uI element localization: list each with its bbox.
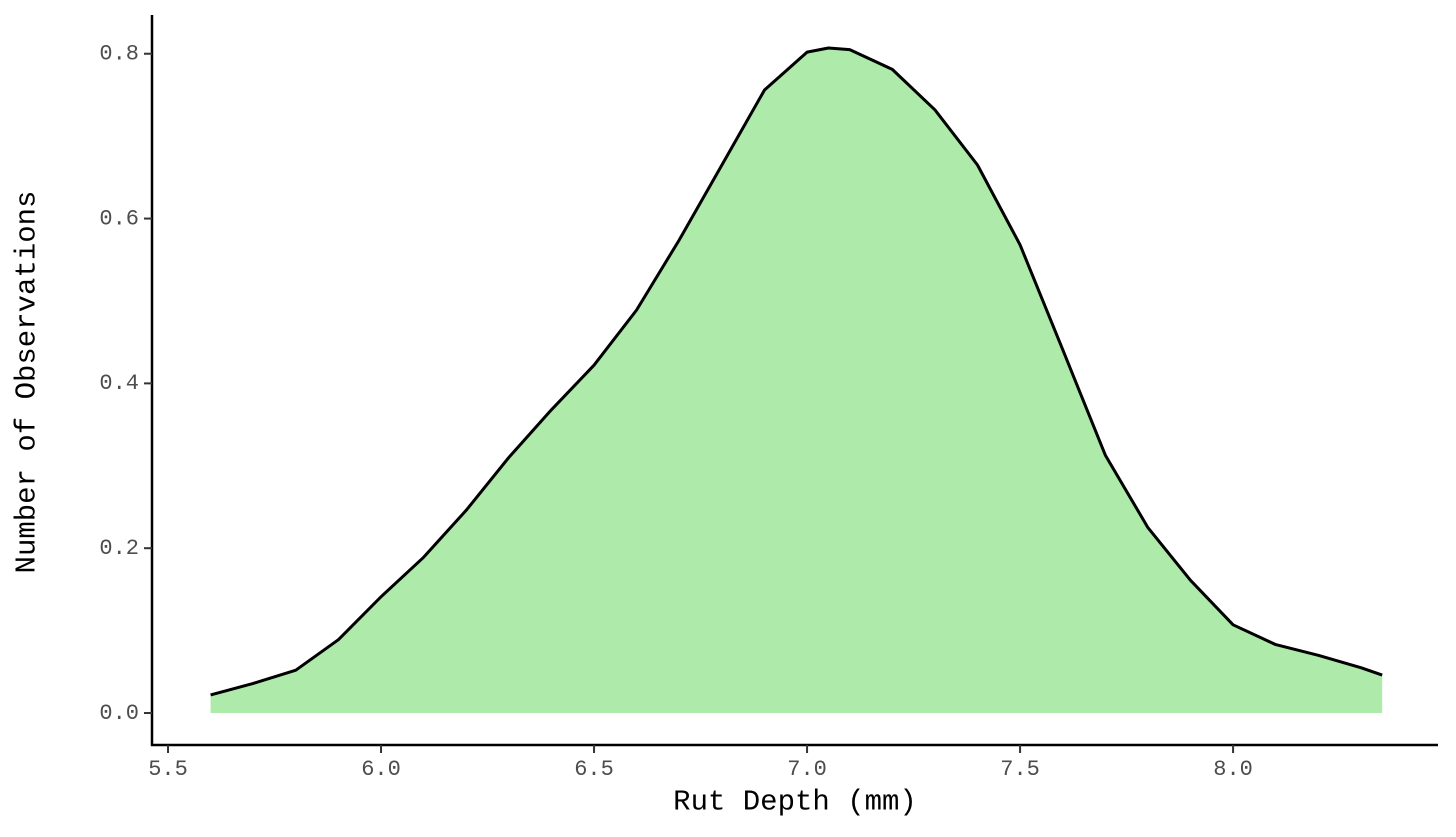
- y-tick-label: 0.4: [99, 371, 139, 396]
- density-line: [210, 46, 1383, 697]
- y-tick-label: 0.6: [99, 206, 139, 231]
- x-tick-label: 7.5: [1000, 757, 1040, 782]
- density-area: [210, 48, 1383, 714]
- y-tick-label: 0.8: [99, 42, 139, 67]
- x-tick-label: 7.0: [787, 757, 827, 782]
- y-tick-label: 0.0: [99, 701, 139, 726]
- x-tick-label: 6.5: [574, 757, 614, 782]
- y-tick-label: 0.2: [99, 536, 139, 561]
- x-tick-label: 5.5: [148, 757, 188, 782]
- x-tick-label: 8.0: [1213, 757, 1253, 782]
- x-tick-label: 6.0: [361, 757, 401, 782]
- y-axis-title: Number of Observations: [11, 191, 44, 574]
- x-axis-title: Rut Depth (mm): [673, 786, 917, 819]
